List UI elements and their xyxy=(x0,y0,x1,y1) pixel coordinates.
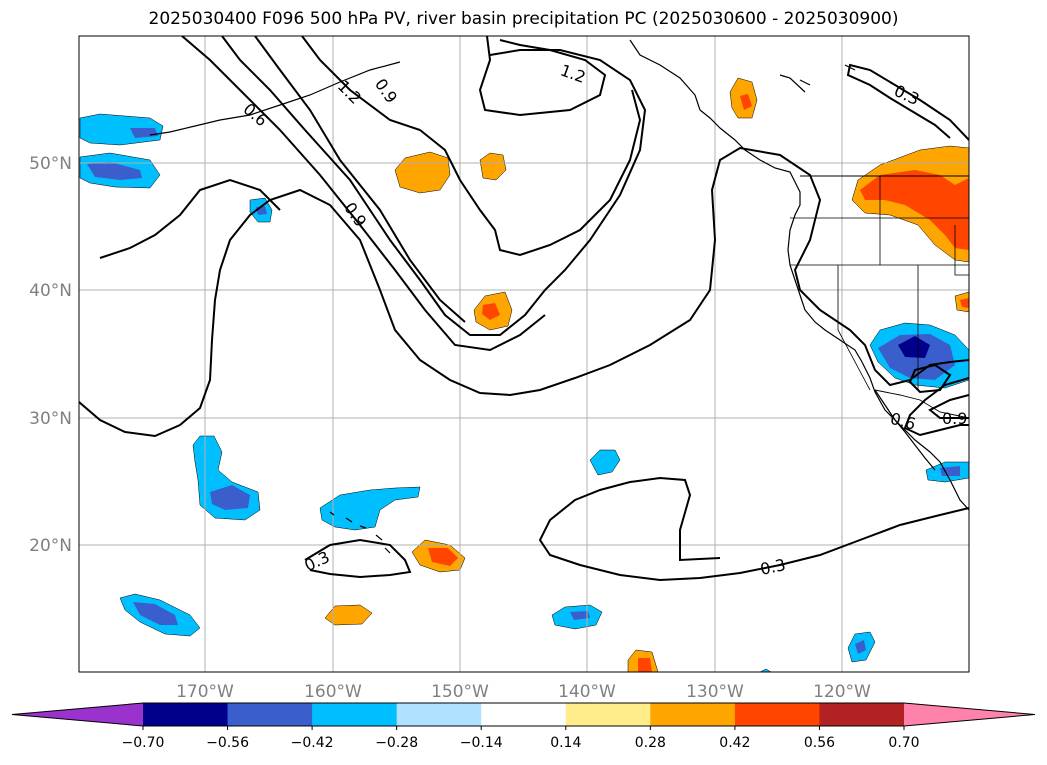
contour-label: 0.3 xyxy=(301,547,332,575)
contour-label: 0.6 xyxy=(240,99,272,130)
precip-blob xyxy=(319,486,421,531)
pv-contour-0-9-southwest xyxy=(928,394,969,419)
map-frame xyxy=(78,35,970,673)
colorbar-tick-label: −0.42 xyxy=(291,735,334,751)
colorbar-swatch xyxy=(143,703,229,726)
coastline-islands xyxy=(779,64,856,93)
lat-tick-label: 40°N xyxy=(29,281,72,301)
colorbar-tick-label: 0.42 xyxy=(719,735,750,751)
lat-tick-labels: 50°N 40°N 30°N 20°N xyxy=(29,154,72,556)
pv-contour-0-6 xyxy=(181,36,546,352)
pv-contour-0-3-main xyxy=(79,146,969,438)
coastline-north-america xyxy=(699,109,969,511)
pv-contour-0-3-ne xyxy=(846,63,969,141)
pv-contour-0-9-west xyxy=(221,36,647,336)
map-area: 1.2 1.2 0.9 0.6 0.9 0.3 0.6 0.9 0.3 0.3 xyxy=(79,36,969,672)
precip-blob xyxy=(570,611,590,620)
pv-contour-1-2-top xyxy=(478,36,607,117)
lon-tick-label: 140°W xyxy=(558,682,616,702)
precip-blob xyxy=(324,604,373,626)
precip-blob xyxy=(898,336,930,358)
colorbar-swatch xyxy=(396,703,482,726)
coastlines xyxy=(149,39,969,554)
precip-blob xyxy=(860,170,969,250)
colorbar-swatch xyxy=(481,703,567,726)
colorbar-tick-label: 0.28 xyxy=(635,735,666,751)
colorbar-extension-low xyxy=(12,703,143,726)
colorbar-swatch xyxy=(650,703,736,726)
border-states xyxy=(790,176,969,391)
lon-tick-label: 150°W xyxy=(431,682,489,702)
lon-tick-labels: 170°W 160°W 150°W 140°W 130°W 120°W xyxy=(176,682,871,702)
lon-tick-label: 160°W xyxy=(304,682,362,702)
precip-shading xyxy=(79,77,969,672)
precip-blob xyxy=(940,466,960,476)
precip-blob xyxy=(479,152,507,181)
coastline-baja xyxy=(874,389,936,471)
precip-blob xyxy=(428,548,458,566)
colorbar-swatch xyxy=(819,703,905,726)
gridlines xyxy=(79,36,969,672)
pv-contour-0-9-inner xyxy=(301,36,642,257)
coastline-hawaii xyxy=(329,511,391,554)
coastline-aleutians xyxy=(149,61,401,136)
pv-contour-0-3-south xyxy=(538,476,969,582)
precip-blob xyxy=(210,485,250,510)
pv-contour-0-9-west-2 xyxy=(254,36,466,323)
colorbar-swatch xyxy=(565,703,651,726)
contour-label: 0.9 xyxy=(371,75,401,107)
colorbar: −0.70 −0.56 −0.42 −0.28 −0.14 0.14 0.28 0.42 0.5… xyxy=(11,702,1036,751)
lat-tick-label: 20°N xyxy=(29,536,72,556)
lat-tick-label: 50°N xyxy=(29,154,72,174)
colorbar-swatch xyxy=(227,703,313,726)
precip-blob xyxy=(133,602,178,625)
precip-blob xyxy=(759,668,772,672)
precip-blob xyxy=(855,640,866,654)
pv-contours xyxy=(79,36,969,582)
precip-blob xyxy=(638,658,652,672)
precip-blob xyxy=(394,151,451,194)
lon-tick-label: 130°W xyxy=(686,682,744,702)
colorbar-swatch xyxy=(734,703,820,726)
colorbar-tick-label: −0.28 xyxy=(375,735,418,751)
pv-contour-0-3-hawaii xyxy=(304,538,412,579)
lat-tick-label: 30°N xyxy=(29,409,72,429)
contour-label: 0.3 xyxy=(758,555,787,579)
colorbar-tick-label: −0.70 xyxy=(122,735,165,751)
colorbar-tick-label: −0.56 xyxy=(206,735,249,751)
precip-blob xyxy=(482,303,500,320)
pv-contour-sw-inner xyxy=(908,363,952,394)
contour-label: 1.2 xyxy=(558,60,588,87)
precip-blob xyxy=(960,298,969,308)
contour-label: 0.9 xyxy=(942,409,967,428)
colorbar-tick-label: 0.14 xyxy=(550,735,581,751)
precip-blob xyxy=(589,449,621,476)
pv-contour-0-3-loop-west xyxy=(99,178,281,259)
precip-blob xyxy=(740,94,752,110)
lon-tick-label: 170°W xyxy=(176,682,234,702)
coastline-alaska xyxy=(629,39,701,111)
colorbar-extension-high xyxy=(904,703,1035,726)
lon-tick-label: 120°W xyxy=(813,682,871,702)
colorbar-swatch xyxy=(312,703,398,726)
colorbar-tick-label: 0.56 xyxy=(804,735,835,751)
precip-blob xyxy=(87,162,142,180)
border-mexico xyxy=(874,389,969,419)
colorbar-tick-label: −0.14 xyxy=(460,735,503,751)
precip-blob xyxy=(130,128,158,138)
contour-label: 1.2 xyxy=(334,76,365,107)
colorbar-tick-label: 0.70 xyxy=(888,735,919,751)
map-title: 2025030400 F096 500 hPa PV, river basin … xyxy=(148,9,899,29)
